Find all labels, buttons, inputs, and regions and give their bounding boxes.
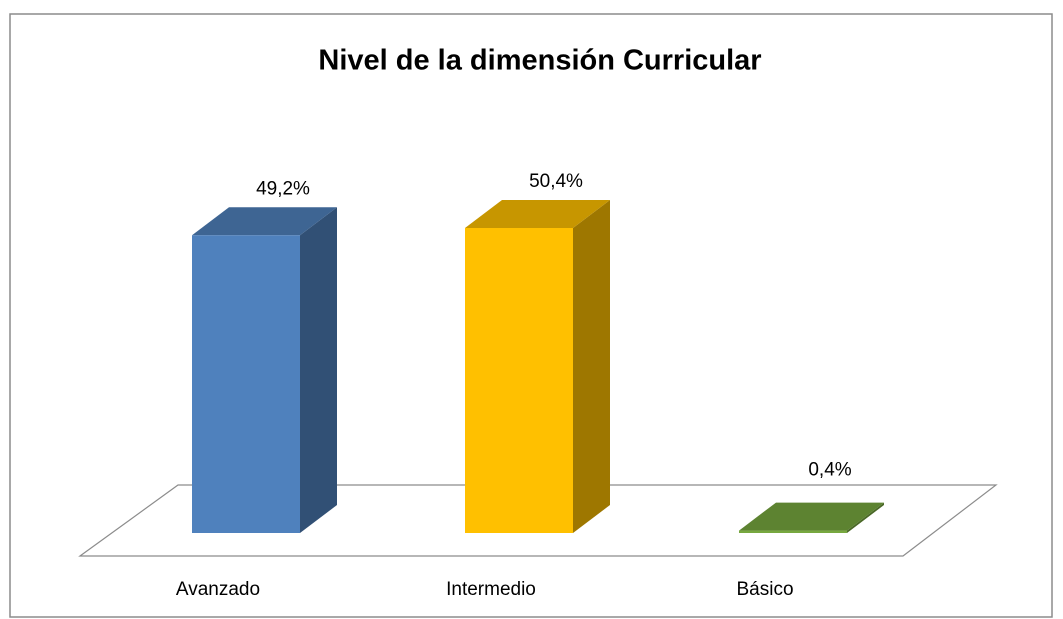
x-tick-label: Básico [736, 579, 793, 600]
bar-top [192, 207, 337, 236]
x-tick-label: Intermedio [446, 579, 536, 600]
data-label: 0,4% [808, 460, 851, 481]
bar-side [847, 502, 884, 533]
bar-side [300, 207, 337, 533]
chart-title: Nivel de la dimensión Curricular [318, 45, 761, 77]
bar-top [465, 200, 610, 228]
bar [192, 235, 300, 533]
data-label: 49,2% [256, 178, 310, 199]
bar [739, 530, 847, 533]
x-tick-label: Avanzado [176, 579, 260, 600]
bar [465, 228, 573, 533]
bar-side [573, 200, 610, 533]
bar-top [739, 502, 884, 531]
data-label: 50,4% [529, 171, 583, 192]
